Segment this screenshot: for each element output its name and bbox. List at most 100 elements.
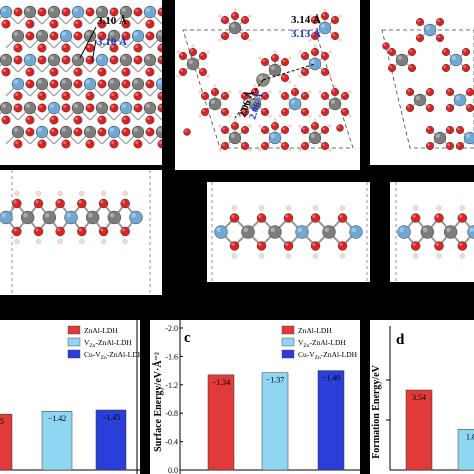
oxygen-atom [33, 198, 44, 209]
metal-atom [308, 57, 322, 71]
oxygen-atom [133, 43, 143, 53]
oxygen-atom [270, 121, 279, 130]
side-view-left-svg [0, 170, 151, 295]
metal-atom [155, 29, 162, 43]
oxygen-atom [25, 19, 35, 29]
oxygen-atom [37, 103, 47, 113]
legend-entry: ZnAl-LDH [84, 326, 118, 335]
metal-atom [59, 125, 73, 139]
oxygen-atom [320, 125, 329, 134]
metal-atom [95, 101, 109, 115]
metal-atom [11, 77, 25, 91]
oxygen-atom [13, 55, 23, 65]
oxygen-atom [98, 226, 109, 237]
bar [317, 370, 345, 471]
metal-atom [83, 125, 97, 139]
metal-atom [107, 77, 121, 91]
atom-lattice [176, 8, 352, 152]
oxygen-atom [240, 141, 249, 150]
bar [261, 372, 289, 471]
oxygen-atom [77, 226, 87, 237]
panel-label: c [184, 330, 191, 346]
oxygen-atom [240, 16, 249, 25]
bar [41, 410, 73, 471]
legend-swatch [67, 325, 81, 335]
bar [457, 429, 474, 471]
oxygen-atom [73, 79, 83, 89]
bar-value-label: −1.40 [322, 374, 341, 383]
oxygen-atom [280, 91, 289, 100]
oxygen-atom [201, 91, 210, 100]
metal-atom [143, 53, 157, 67]
oxygen-atom [221, 16, 230, 25]
metal-atom [47, 53, 61, 67]
metal-atom [71, 53, 85, 67]
oxygen-atom [37, 139, 47, 149]
oxygen-atom [310, 213, 321, 223]
oxygen-atom [61, 55, 71, 65]
oxygen-atom [435, 34, 444, 43]
metal-atom [107, 125, 121, 139]
oxygen-atom [320, 52, 329, 61]
y-axis-label: Formation Energy/eV [371, 364, 382, 458]
oxygen-atom [49, 67, 59, 77]
oxygen-atom [157, 43, 162, 53]
oxygen-atom [310, 32, 319, 41]
oxygen-atom [97, 127, 107, 137]
metal-atom [131, 29, 145, 43]
oxygen-atom [109, 55, 119, 65]
structure-top-middle: 3.14 Å 3.13 Å 2.06 Å 2.06 Å [175, 0, 360, 170]
oxygen-atom [13, 43, 23, 53]
oxygen-atom [457, 213, 468, 223]
oxygen-atom [465, 87, 474, 96]
top-view-right [381, 18, 474, 150]
atom-lattice [0, 5, 162, 149]
top-view-left: 3.10 Å 3.10 Å [0, 5, 162, 149]
oxygen-atom [330, 32, 339, 41]
oxygen-atom [455, 141, 464, 150]
oxygen-atom [13, 91, 23, 101]
oxygen-atom [97, 67, 107, 77]
oxygen-atom [461, 63, 470, 72]
metal-atom [214, 225, 228, 239]
oxygen-atom [240, 91, 249, 100]
metal-atom [0, 5, 13, 19]
oxygen-atom [310, 121, 319, 130]
y-tick-label: -1.6 [165, 352, 178, 361]
metal-atom [20, 210, 35, 225]
oxygen-atom [455, 125, 464, 134]
y-tick-label: -0.4 [165, 438, 178, 447]
oxygen-atom [133, 55, 143, 65]
oxygen-atom [98, 198, 109, 209]
legend-swatch [281, 337, 295, 347]
oxygen-atom [73, 19, 83, 29]
oxygen-atom [199, 52, 208, 61]
oxygen-atom [340, 91, 349, 100]
bars: −1.34 −1.37 −1.40 [207, 370, 345, 471]
oxygen-atom [85, 91, 95, 101]
oxygen-atom [25, 67, 35, 77]
panel-label: d [396, 332, 405, 348]
oxygen-atom [13, 139, 23, 149]
oxygen-atom [336, 124, 344, 132]
bar [0, 413, 13, 471]
oxygen-atom [310, 48, 319, 57]
legend-entry: VZn-ZnAl-LDH [298, 338, 346, 349]
oxygen-atom [410, 213, 421, 223]
oxygen-atom [229, 213, 240, 223]
oxygen-atom [340, 107, 349, 116]
bars: 1.35 −1.42 −1.45 [0, 409, 127, 471]
metal-atom [107, 29, 121, 43]
oxygen-atom [337, 241, 348, 251]
oxygen-atom [382, 42, 390, 50]
metal-atom [328, 97, 342, 111]
oxygen-atom [240, 125, 249, 134]
oxygen-atom [280, 58, 289, 67]
oxygen-atom [12, 198, 22, 209]
oxygen-atom [61, 7, 71, 17]
metal-atom [228, 131, 242, 145]
metal-atom [11, 125, 25, 139]
oxygen-atom [434, 213, 444, 223]
oxygen-atom [25, 115, 35, 125]
